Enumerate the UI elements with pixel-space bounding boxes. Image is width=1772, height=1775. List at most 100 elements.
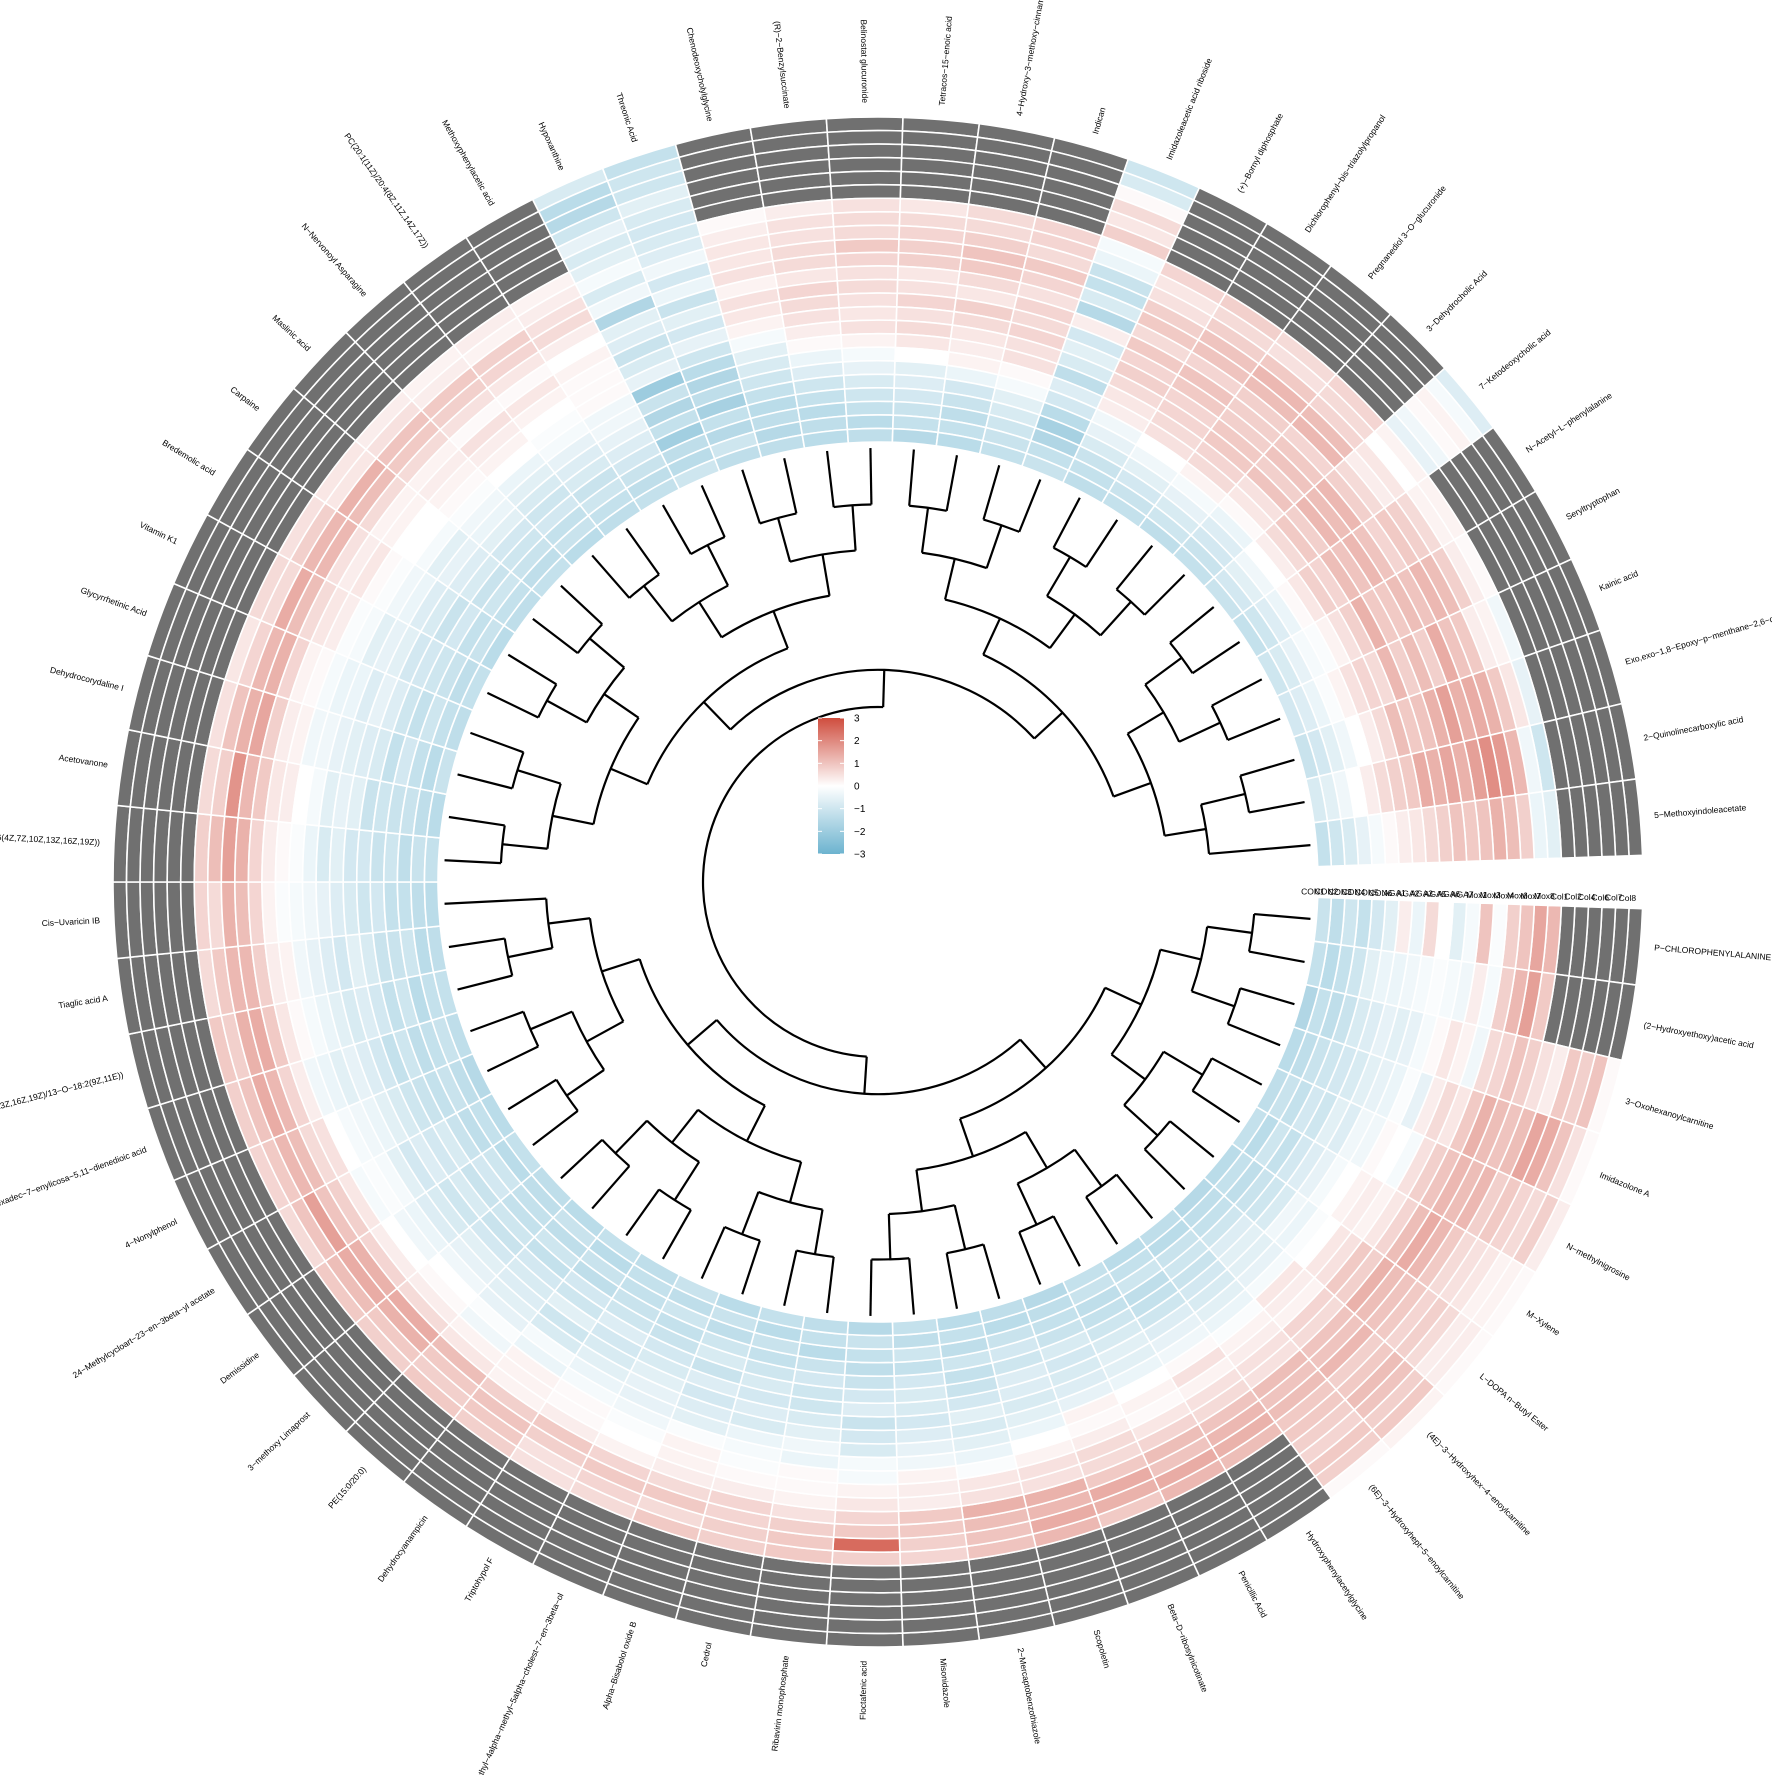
dendrogram-branch xyxy=(591,1165,631,1210)
dendrogram-branch xyxy=(945,455,959,511)
dendrogram-branch xyxy=(916,1130,1027,1171)
dendrogram-branch xyxy=(502,843,548,850)
dendrogram-branch xyxy=(982,653,1115,797)
dendrogram-branch xyxy=(532,617,579,654)
dendrogram-branch xyxy=(1200,792,1246,806)
heatmap-cells xyxy=(112,116,1644,1648)
row-label: Mox6 xyxy=(1507,891,1528,901)
dendrogram-branch xyxy=(1191,641,1241,675)
dendrogram-branch xyxy=(1208,844,1311,855)
heatmap-cell xyxy=(837,1455,899,1472)
dendrogram-branch xyxy=(833,503,872,509)
column-label: 3−methoxy Limaprost xyxy=(245,1409,312,1472)
legend-tick-label: −2 xyxy=(854,827,866,838)
heatmap-cell xyxy=(830,1549,902,1567)
column-label: Belinostat glucuronide xyxy=(859,19,870,103)
dendrogram-branch xyxy=(1018,1215,1055,1234)
dendrogram-branch xyxy=(586,1020,624,1043)
dendrogram-branch xyxy=(788,1161,803,1203)
row-label: AGA7 xyxy=(1451,890,1474,900)
heatmap-cell xyxy=(830,183,902,201)
dendrogram-branch xyxy=(1085,519,1119,568)
dendrogram-branch xyxy=(1160,948,1202,961)
heatmap-cell xyxy=(831,211,901,228)
dendrogram-branch xyxy=(673,1161,701,1201)
row-label: Mox1 xyxy=(1466,890,1487,900)
dendrogram-branch xyxy=(758,1190,823,1211)
dendrogram-branch xyxy=(448,815,505,827)
column-label: Hypoxanthine xyxy=(537,120,567,172)
dendrogram-branch xyxy=(1033,711,1064,740)
row-labels: Col8Col7Col6Col4Col2Col1Mox8Mox7Mox6Mox4… xyxy=(1301,886,1636,903)
dendrogram-branch xyxy=(529,1010,573,1031)
dendrogram-branch xyxy=(585,666,626,723)
dendrogram-branch xyxy=(1127,711,1165,735)
dendrogram-branch xyxy=(614,1119,648,1155)
dendrogram-branch xyxy=(921,551,988,570)
dendrogram-branch xyxy=(1178,721,1221,743)
dendrogram-branch xyxy=(1199,804,1211,854)
column-label: Beta−D−ribosylnicotinate xyxy=(1165,1602,1210,1694)
legend-colorbar xyxy=(818,718,844,854)
column-label: PE(15:0/20:0) xyxy=(326,1464,368,1510)
dendrogram-branch xyxy=(983,518,1020,533)
heatmap-cell xyxy=(836,1468,899,1486)
dendrogram-branch xyxy=(759,512,797,525)
heatmap-cell xyxy=(830,1563,902,1581)
dendrogram-branch xyxy=(908,1258,915,1315)
dendrogram-branch xyxy=(601,1139,631,1167)
dendrogram-branch xyxy=(507,947,553,959)
dendrogram-branch xyxy=(813,1209,824,1255)
row-label: CON4 xyxy=(1342,887,1366,897)
dendrogram-branch xyxy=(783,458,798,514)
dendrogram-branch xyxy=(646,647,789,785)
dendrogram-branch xyxy=(671,584,729,623)
color-legend: 3 2 1 0 −1 −2 −3 xyxy=(818,714,866,861)
dendrogram-branch xyxy=(592,717,640,825)
column-label: Seryltryptophan xyxy=(1564,485,1622,522)
heatmap-cell xyxy=(846,1320,894,1337)
column-label: 2−Mercaptobenzothiazole xyxy=(1016,1647,1044,1745)
column-label: Tiaglic acid A xyxy=(58,993,109,1010)
dendrogram-branch xyxy=(571,1011,605,1071)
dendrogram-branch xyxy=(507,653,557,686)
column-label: Dehydrocyanampicin xyxy=(375,1513,429,1584)
legend-tick-label: 3 xyxy=(854,714,860,725)
dendrogram-branch xyxy=(698,601,723,638)
column-label: (+)−Bornyl diphosphate xyxy=(1235,111,1285,194)
dendrogram-branch xyxy=(715,1019,1021,1096)
dendrogram-branch xyxy=(1115,588,1146,616)
dendrogram-branch xyxy=(1191,990,1235,1008)
row-label: Col6 xyxy=(1592,892,1610,902)
dendrogram-branch xyxy=(869,448,873,505)
dendrogram-branch xyxy=(1211,1057,1263,1086)
dendrogram-branch xyxy=(552,814,594,826)
dendrogram-branch xyxy=(507,1078,557,1111)
row-label: Mox7 xyxy=(1521,891,1542,901)
heatmap-cell xyxy=(836,278,899,296)
dendrogram-branch xyxy=(517,769,562,785)
dendrogram-branch xyxy=(1110,949,1162,1056)
dendrogram-branch xyxy=(920,507,930,553)
dendrogram-branch xyxy=(690,536,726,556)
heatmap-cell xyxy=(1313,896,1333,945)
dendrogram-branch xyxy=(1248,800,1305,814)
column-label: N−Acetyl−L−phenylalanine xyxy=(1524,390,1614,455)
legend-tick-label: −1 xyxy=(854,804,866,815)
column-label: Vitamin K1 xyxy=(138,519,179,546)
column-label: Bredemolic acid xyxy=(161,437,218,477)
dendrogram-branch xyxy=(503,938,514,976)
dendrogram-branch xyxy=(1254,912,1311,920)
row-label: CON6 xyxy=(1369,888,1393,898)
row-label: Mox3 xyxy=(1480,890,1501,900)
dendrogram-branch xyxy=(741,1191,760,1235)
row-label: CON1 xyxy=(1301,886,1325,896)
dendrogram-branch xyxy=(882,669,886,708)
column-label: Indican xyxy=(1090,106,1107,135)
dendrogram-branch xyxy=(945,1253,959,1309)
heatmap-cell xyxy=(839,1428,898,1445)
dendrogram-branch xyxy=(1248,950,1305,964)
dendrogram-branch xyxy=(686,1019,718,1046)
dendrogram-branch xyxy=(887,1213,892,1260)
